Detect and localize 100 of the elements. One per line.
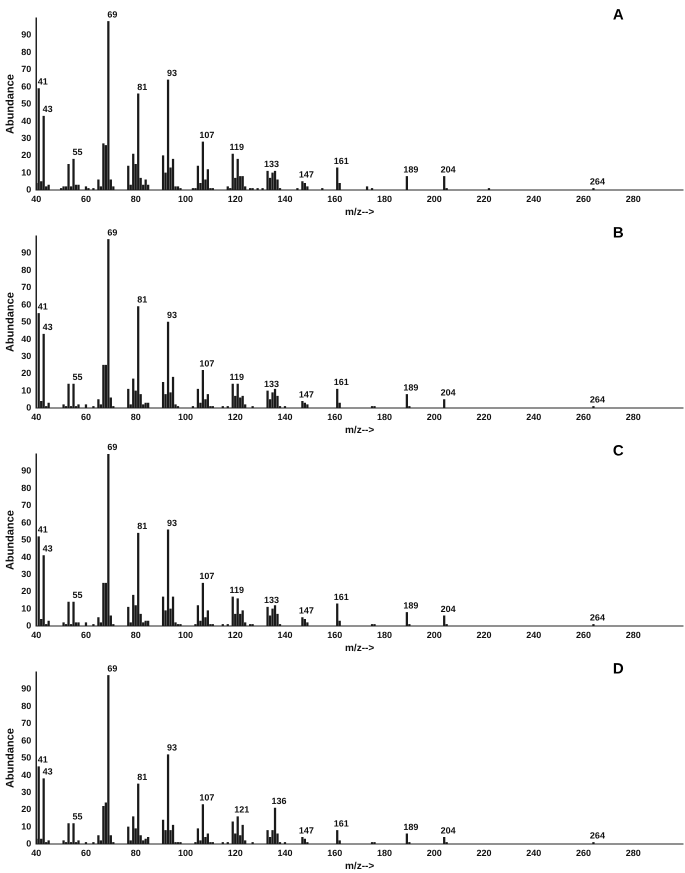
annotation: 161 <box>334 156 349 166</box>
annotation: 93 <box>167 310 178 320</box>
bar <box>144 620 147 626</box>
annotation: 69 <box>107 663 118 674</box>
annotation: 147 <box>298 389 314 400</box>
y-tick-label: 40 <box>21 116 32 126</box>
bar <box>137 306 140 408</box>
y-tick-label: 60 <box>21 81 32 92</box>
annotation: 119 <box>229 142 244 152</box>
y-tick-label: 10 <box>21 167 32 178</box>
annotation: 161 <box>334 818 349 828</box>
x-tick-label: 260 <box>576 630 592 640</box>
annotation: 204 <box>440 164 456 174</box>
y-axis-title: Abundance <box>4 74 17 134</box>
annotation: 81 <box>137 294 148 305</box>
annotation: 107 <box>199 571 214 582</box>
bar <box>137 93 140 190</box>
y-tick-label: 90 <box>21 30 32 40</box>
chart-title: D <box>612 660 624 678</box>
annotation: 107 <box>199 358 214 368</box>
x-tick-label: 260 <box>576 848 592 858</box>
bar <box>236 384 239 408</box>
annotation: 161 <box>334 377 349 388</box>
y-tick-label: 40 <box>21 770 32 780</box>
bar <box>102 582 105 626</box>
x-tick-label: 220 <box>476 412 492 422</box>
bar <box>144 180 147 190</box>
y-tick-label: 20 <box>21 150 32 160</box>
chart-title: C <box>612 442 624 460</box>
y-tick-label: 0 <box>26 838 32 849</box>
x-axis-title: m/z--> <box>345 642 374 654</box>
x-tick-label: 80 <box>130 630 141 640</box>
x-tick-label: 180 <box>376 630 392 640</box>
x-tick-label: 140 <box>277 630 292 640</box>
x-tick-label: 60 <box>80 412 91 422</box>
annotation: 147 <box>298 606 314 616</box>
bar <box>236 816 239 844</box>
annotation: 147 <box>298 825 314 836</box>
bar <box>42 334 45 408</box>
bar <box>132 154 134 190</box>
annotation: 204 <box>440 825 456 836</box>
bar <box>132 816 134 844</box>
x-tick-label: 60 <box>80 630 91 640</box>
annotation: 107 <box>199 792 214 803</box>
bar <box>102 143 105 190</box>
x-tick-label: 280 <box>626 630 641 640</box>
y-tick-label: 10 <box>21 385 32 396</box>
annotation: 41 <box>38 524 48 535</box>
annotation: 43 <box>42 104 53 114</box>
y-tick-label: 50 <box>21 98 32 109</box>
bar <box>304 618 306 626</box>
x-tick-label: 160 <box>327 194 342 204</box>
y-axis-title: Abundance <box>4 728 17 788</box>
annotation: 43 <box>42 766 53 777</box>
y-tick-label: 10 <box>21 821 32 832</box>
x-tick-label: 100 <box>178 194 193 204</box>
x-tick-label: 160 <box>327 630 342 640</box>
bar <box>206 169 209 190</box>
y-tick-label: 30 <box>21 787 32 798</box>
annotation: 133 <box>264 159 280 170</box>
y-tick-label: 30 <box>21 569 32 580</box>
bar <box>132 594 134 626</box>
x-tick-label: 260 <box>576 412 592 422</box>
bar <box>107 454 110 626</box>
bar <box>242 176 244 190</box>
x-tick-label: 280 <box>626 194 641 204</box>
annotation: 43 <box>42 322 53 332</box>
x-tick-label: 280 <box>626 412 641 422</box>
x-tick-label: 100 <box>178 630 193 640</box>
chart-title: A <box>612 6 624 24</box>
x-tick-label: 140 <box>277 194 292 204</box>
bar <box>144 838 147 844</box>
x-tick-label: 240 <box>526 412 542 422</box>
x-tick-label: 120 <box>228 412 243 422</box>
x-tick-label: 160 <box>327 412 342 422</box>
y-tick-label: 30 <box>21 351 32 362</box>
x-tick-label: 80 <box>130 848 141 858</box>
annotation: 55 <box>72 812 83 822</box>
annotation: 189 <box>403 600 418 610</box>
annotation: 189 <box>403 822 418 832</box>
y-tick-label: 50 <box>21 316 32 327</box>
bar <box>242 824 244 844</box>
y-tick-label: 70 <box>21 64 32 74</box>
bar <box>236 598 239 626</box>
x-axis-title: m/z--> <box>345 424 374 436</box>
annotation: 93 <box>167 68 178 78</box>
x-tick-label: 200 <box>426 412 442 422</box>
bar <box>232 154 234 190</box>
x-tick-label: 80 <box>130 194 141 204</box>
x-axis-title: m/z--> <box>345 860 374 872</box>
y-tick-label: 20 <box>21 586 32 596</box>
x-tick-label: 280 <box>626 848 641 858</box>
y-tick-label: 40 <box>21 552 32 562</box>
annotation: 93 <box>167 742 178 753</box>
x-tick-label: 60 <box>80 848 91 858</box>
x-tick-label: 240 <box>526 848 542 858</box>
x-tick-label: 220 <box>476 848 492 858</box>
y-tick-label: 90 <box>21 466 32 476</box>
bar <box>206 610 209 626</box>
annotation: 69 <box>107 9 118 20</box>
